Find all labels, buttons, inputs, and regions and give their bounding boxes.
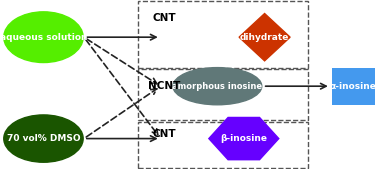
Text: CNT: CNT <box>153 13 176 23</box>
Bar <box>138 69 308 120</box>
Bar <box>138 122 308 168</box>
Ellipse shape <box>4 12 83 63</box>
Polygon shape <box>209 117 279 160</box>
FancyBboxPatch shape <box>332 68 375 105</box>
Polygon shape <box>239 14 290 61</box>
Text: β-inosine: β-inosine <box>220 134 267 143</box>
Text: α-inosine: α-inosine <box>330 82 377 91</box>
Text: CNT: CNT <box>153 128 176 139</box>
Text: dihydrate: dihydrate <box>240 33 289 42</box>
Text: aqueous solution: aqueous solution <box>0 33 87 42</box>
Ellipse shape <box>173 68 262 105</box>
Ellipse shape <box>4 115 83 162</box>
Text: NCNT: NCNT <box>148 81 181 91</box>
Text: 70 vol% DMSO: 70 vol% DMSO <box>7 134 80 143</box>
Bar <box>138 1 308 68</box>
Text: amorphous inosine: amorphous inosine <box>172 82 262 91</box>
